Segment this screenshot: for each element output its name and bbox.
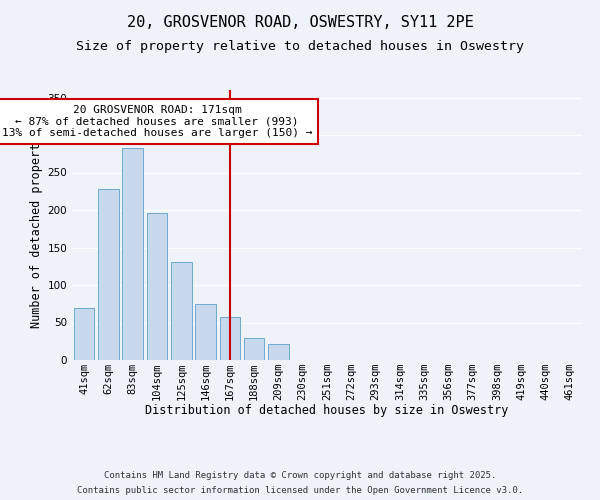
X-axis label: Distribution of detached houses by size in Oswestry: Distribution of detached houses by size … <box>145 404 509 417</box>
Bar <box>268 344 289 360</box>
Text: 20, GROSVENOR ROAD, OSWESTRY, SY11 2PE: 20, GROSVENOR ROAD, OSWESTRY, SY11 2PE <box>127 15 473 30</box>
Bar <box>122 148 143 360</box>
Bar <box>220 318 240 360</box>
Text: Contains public sector information licensed under the Open Government Licence v3: Contains public sector information licen… <box>77 486 523 495</box>
Text: Contains HM Land Registry data © Crown copyright and database right 2025.: Contains HM Land Registry data © Crown c… <box>104 471 496 480</box>
Bar <box>74 308 94 360</box>
Bar <box>244 338 265 360</box>
Text: Size of property relative to detached houses in Oswestry: Size of property relative to detached ho… <box>76 40 524 53</box>
Text: 20 GROSVENOR ROAD: 171sqm
← 87% of detached houses are smaller (993)
13% of semi: 20 GROSVENOR ROAD: 171sqm ← 87% of detac… <box>2 105 312 138</box>
Bar <box>171 262 191 360</box>
Bar <box>146 213 167 360</box>
Bar <box>195 304 216 360</box>
Y-axis label: Number of detached properties: Number of detached properties <box>30 122 43 328</box>
Bar <box>98 189 119 360</box>
